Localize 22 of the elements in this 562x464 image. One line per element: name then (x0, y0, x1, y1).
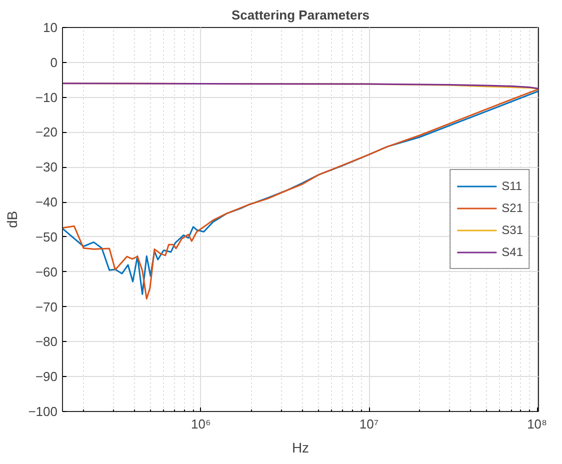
y-tick-label: −70 (35, 299, 58, 314)
legend-label: S41 (502, 245, 523, 259)
y-tick-label: −60 (35, 264, 58, 280)
x-axis-title: Hz (292, 440, 310, 456)
y-tick-label: 0 (50, 54, 58, 70)
y-tick-label: −80 (35, 334, 58, 350)
legend-label: S21 (502, 201, 523, 215)
y-tick-label: −10 (35, 90, 58, 105)
y-tick-label: −50 (35, 229, 58, 244)
y-tick-label: −100 (28, 404, 58, 419)
y-axis-title: dB (4, 210, 20, 228)
chart-title: Scattering Parameters (231, 8, 370, 22)
legend-label: S31 (502, 223, 523, 237)
y-tick-label: 10 (43, 20, 58, 35)
legend-label: S11 (502, 179, 522, 193)
x-tick-label: 10⁶ (191, 416, 211, 432)
x-tick-label: 10⁸ (527, 416, 548, 432)
y-tick-label: −30 (35, 160, 58, 175)
y-tick-label: −90 (35, 369, 58, 384)
y-tick-label: −20 (35, 124, 58, 140)
y-tick-label: −40 (35, 194, 58, 210)
x-tick-label: 10⁷ (359, 416, 379, 432)
